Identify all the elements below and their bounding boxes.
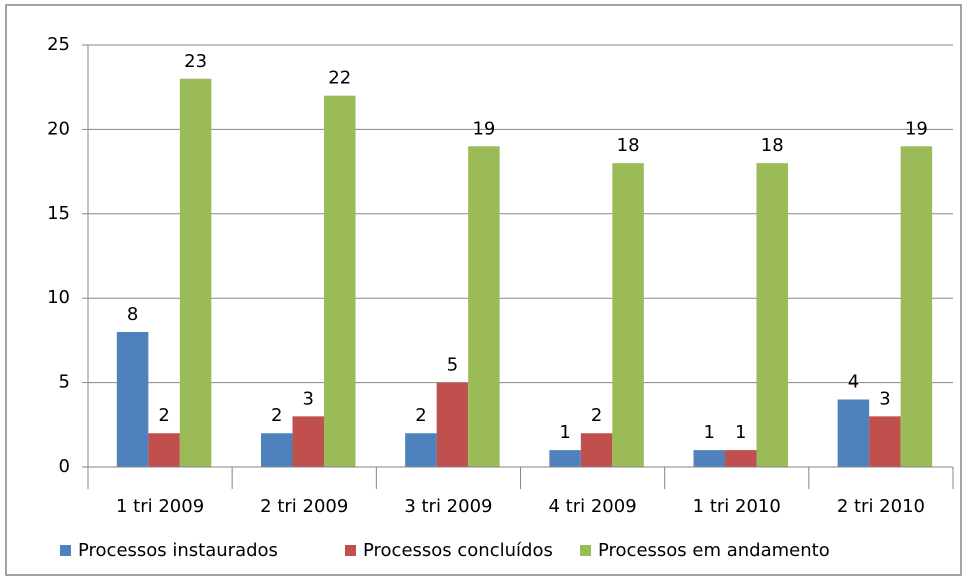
legend-label: Processos concluídos bbox=[363, 540, 553, 561]
x-tick-label: 2 tri 2010 bbox=[837, 496, 925, 517]
data-label: 18 bbox=[761, 135, 784, 156]
y-tick-label: 10 bbox=[47, 287, 70, 308]
data-label: 18 bbox=[617, 135, 640, 156]
x-tick-label: 3 tri 2009 bbox=[404, 496, 492, 517]
bar bbox=[179, 78, 212, 467]
bar bbox=[580, 433, 613, 467]
data-label: 2 bbox=[271, 405, 282, 426]
bar bbox=[405, 433, 437, 467]
data-label: 4 bbox=[848, 371, 859, 392]
y-tick-label: 5 bbox=[59, 372, 70, 393]
legend-label: Processos instaurados bbox=[78, 540, 278, 561]
data-label: 1 bbox=[735, 422, 746, 443]
bar bbox=[837, 399, 870, 467]
data-label: 5 bbox=[447, 355, 458, 376]
bar bbox=[292, 416, 324, 467]
bar bbox=[324, 95, 356, 467]
bar bbox=[436, 382, 469, 467]
y-tick-label: 15 bbox=[47, 203, 70, 224]
bar bbox=[612, 163, 644, 467]
bar bbox=[116, 331, 149, 467]
data-label: 1 bbox=[704, 422, 715, 443]
bar bbox=[261, 433, 293, 467]
x-tick-label: 4 tri 2009 bbox=[548, 496, 636, 517]
data-label: 19 bbox=[472, 118, 495, 139]
legend-swatch bbox=[345, 545, 356, 556]
bar bbox=[468, 146, 500, 467]
y-tick-label: 0 bbox=[59, 456, 70, 477]
legend-swatch bbox=[60, 545, 71, 556]
x-tick-label: 1 tri 2010 bbox=[693, 496, 781, 517]
bar bbox=[148, 433, 180, 467]
data-label: 2 bbox=[158, 405, 169, 426]
bar bbox=[900, 146, 933, 467]
bar bbox=[756, 163, 788, 467]
bar bbox=[869, 416, 901, 467]
data-label: 3 bbox=[879, 388, 890, 409]
data-label: 8 bbox=[127, 304, 138, 325]
bar bbox=[693, 450, 725, 467]
data-label: 2 bbox=[591, 405, 602, 426]
data-label: 1 bbox=[559, 422, 570, 443]
x-tick-label: 2 tri 2009 bbox=[260, 496, 348, 517]
bar bbox=[549, 450, 581, 467]
data-label: 22 bbox=[328, 68, 351, 89]
bar bbox=[725, 450, 757, 467]
x-tick-label: 1 tri 2009 bbox=[116, 496, 204, 517]
y-tick-label: 20 bbox=[47, 118, 70, 139]
legend-label: Processos em andamento bbox=[598, 540, 830, 561]
data-label: 19 bbox=[905, 118, 928, 139]
data-label: 23 bbox=[184, 51, 207, 72]
y-tick-label: 25 bbox=[47, 34, 70, 55]
legend-swatch bbox=[580, 545, 591, 556]
data-label: 2 bbox=[415, 405, 426, 426]
data-label: 3 bbox=[303, 388, 314, 409]
